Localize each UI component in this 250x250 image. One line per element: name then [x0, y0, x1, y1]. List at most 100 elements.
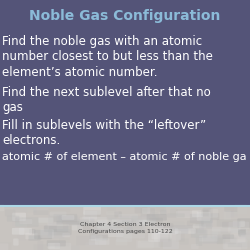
FancyBboxPatch shape	[224, 206, 237, 212]
FancyBboxPatch shape	[238, 231, 250, 241]
FancyBboxPatch shape	[217, 219, 240, 226]
FancyBboxPatch shape	[13, 238, 19, 246]
FancyBboxPatch shape	[45, 225, 58, 232]
FancyBboxPatch shape	[109, 218, 133, 224]
FancyBboxPatch shape	[239, 222, 249, 229]
FancyBboxPatch shape	[175, 226, 195, 231]
FancyBboxPatch shape	[80, 217, 90, 224]
FancyBboxPatch shape	[196, 237, 202, 246]
FancyBboxPatch shape	[83, 206, 101, 215]
FancyBboxPatch shape	[57, 215, 63, 222]
FancyBboxPatch shape	[77, 224, 91, 230]
FancyBboxPatch shape	[89, 217, 108, 225]
FancyBboxPatch shape	[202, 221, 212, 228]
FancyBboxPatch shape	[93, 231, 107, 236]
FancyBboxPatch shape	[85, 242, 98, 247]
FancyBboxPatch shape	[5, 210, 15, 216]
FancyBboxPatch shape	[228, 243, 242, 247]
FancyBboxPatch shape	[123, 234, 145, 238]
FancyBboxPatch shape	[234, 205, 247, 214]
FancyBboxPatch shape	[152, 232, 172, 239]
FancyBboxPatch shape	[28, 236, 40, 241]
FancyBboxPatch shape	[90, 229, 95, 239]
FancyBboxPatch shape	[176, 209, 190, 217]
FancyBboxPatch shape	[32, 218, 53, 225]
Text: Find the next sublevel after that no
gas: Find the next sublevel after that no gas	[2, 86, 211, 115]
FancyBboxPatch shape	[17, 236, 26, 240]
FancyBboxPatch shape	[199, 219, 212, 228]
FancyBboxPatch shape	[130, 219, 150, 226]
FancyBboxPatch shape	[197, 212, 210, 221]
FancyBboxPatch shape	[241, 235, 250, 239]
FancyBboxPatch shape	[210, 209, 218, 218]
FancyBboxPatch shape	[222, 222, 240, 228]
FancyBboxPatch shape	[170, 209, 178, 216]
FancyBboxPatch shape	[62, 217, 82, 224]
FancyBboxPatch shape	[62, 233, 70, 237]
FancyBboxPatch shape	[33, 230, 56, 235]
FancyBboxPatch shape	[167, 214, 185, 218]
FancyBboxPatch shape	[148, 232, 160, 242]
FancyBboxPatch shape	[48, 230, 64, 238]
Text: Fill in sublevels with the “leftover”
electrons.: Fill in sublevels with the “leftover” el…	[2, 119, 206, 148]
FancyBboxPatch shape	[214, 236, 238, 242]
FancyBboxPatch shape	[66, 215, 90, 224]
FancyBboxPatch shape	[220, 223, 226, 232]
FancyBboxPatch shape	[141, 208, 155, 216]
FancyBboxPatch shape	[211, 232, 232, 238]
FancyBboxPatch shape	[230, 233, 246, 242]
FancyBboxPatch shape	[233, 221, 245, 227]
FancyBboxPatch shape	[195, 224, 204, 233]
FancyBboxPatch shape	[98, 220, 108, 230]
FancyBboxPatch shape	[119, 216, 143, 224]
FancyBboxPatch shape	[34, 244, 48, 250]
Text: atomic # of element – atomic # of noble ga: atomic # of element – atomic # of noble …	[2, 152, 246, 162]
FancyBboxPatch shape	[84, 211, 97, 220]
FancyBboxPatch shape	[226, 212, 233, 218]
FancyBboxPatch shape	[112, 219, 132, 224]
FancyBboxPatch shape	[156, 228, 178, 234]
FancyBboxPatch shape	[228, 222, 240, 230]
FancyBboxPatch shape	[212, 231, 218, 239]
FancyBboxPatch shape	[170, 225, 192, 230]
FancyBboxPatch shape	[234, 239, 250, 247]
FancyBboxPatch shape	[0, 243, 8, 250]
FancyBboxPatch shape	[0, 0, 250, 28]
FancyBboxPatch shape	[238, 229, 246, 235]
FancyBboxPatch shape	[37, 241, 43, 250]
FancyBboxPatch shape	[48, 215, 62, 224]
FancyBboxPatch shape	[151, 223, 174, 228]
FancyBboxPatch shape	[228, 227, 241, 233]
FancyBboxPatch shape	[49, 226, 72, 235]
FancyBboxPatch shape	[150, 225, 164, 232]
FancyBboxPatch shape	[122, 220, 132, 225]
FancyBboxPatch shape	[97, 220, 117, 228]
FancyBboxPatch shape	[57, 224, 70, 232]
FancyBboxPatch shape	[0, 0, 250, 205]
FancyBboxPatch shape	[15, 218, 38, 227]
FancyBboxPatch shape	[157, 235, 180, 240]
FancyBboxPatch shape	[238, 242, 250, 247]
FancyBboxPatch shape	[82, 218, 94, 225]
FancyBboxPatch shape	[106, 224, 117, 233]
FancyBboxPatch shape	[154, 232, 168, 242]
FancyBboxPatch shape	[203, 208, 211, 213]
Text: Noble Gas Configuration: Noble Gas Configuration	[29, 9, 221, 23]
FancyBboxPatch shape	[106, 215, 116, 220]
FancyBboxPatch shape	[110, 227, 133, 231]
FancyBboxPatch shape	[199, 235, 217, 242]
FancyBboxPatch shape	[176, 233, 185, 242]
FancyBboxPatch shape	[160, 208, 176, 214]
FancyBboxPatch shape	[157, 205, 163, 211]
FancyBboxPatch shape	[237, 231, 250, 235]
FancyBboxPatch shape	[48, 229, 70, 235]
FancyBboxPatch shape	[59, 238, 69, 246]
FancyBboxPatch shape	[203, 235, 217, 244]
FancyBboxPatch shape	[158, 234, 171, 242]
FancyBboxPatch shape	[89, 239, 106, 245]
FancyBboxPatch shape	[120, 215, 141, 222]
FancyBboxPatch shape	[33, 210, 48, 215]
FancyBboxPatch shape	[197, 228, 221, 234]
FancyBboxPatch shape	[193, 224, 206, 228]
FancyBboxPatch shape	[90, 242, 101, 250]
